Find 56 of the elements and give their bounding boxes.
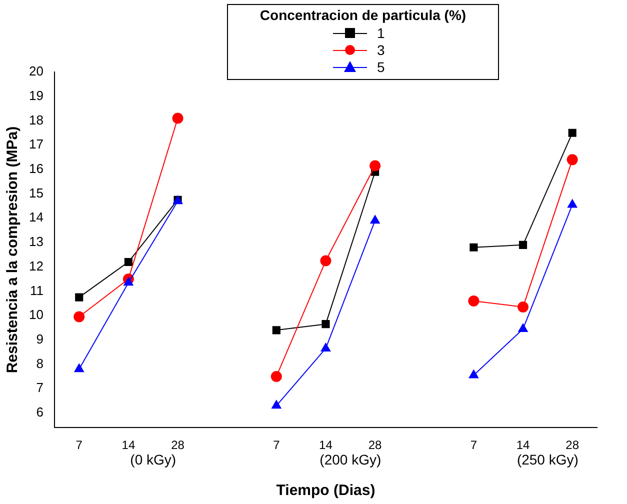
x-tick-label: 7 [273, 438, 280, 452]
point [320, 342, 331, 352]
point [370, 160, 381, 172]
point [270, 370, 282, 382]
point [568, 199, 578, 208]
y-tick-label: 19 [28, 88, 44, 103]
legend-label: 1 [377, 24, 385, 40]
x-tick-label: 28 [171, 438, 185, 452]
point [272, 326, 280, 334]
point [74, 311, 85, 322]
y-tick-label: 15 [28, 185, 44, 200]
legend-label: 3 [377, 42, 385, 58]
legend-title: Concentracion de particula (%) [258, 7, 468, 24]
legend-label: 5 [377, 58, 385, 74]
point [468, 295, 480, 306]
x-tick-label: 14 [516, 438, 530, 452]
x-tick-label: 14 [122, 438, 136, 452]
point [370, 215, 380, 224]
point [75, 293, 84, 302]
y-tick-label: 16 [28, 161, 44, 176]
point [518, 240, 528, 249]
text: (250 kGy) [516, 451, 578, 468]
y-tick-label: 14 [28, 210, 44, 225]
point [518, 302, 529, 313]
point [320, 255, 332, 266]
point [568, 128, 576, 137]
point [518, 323, 528, 332]
point [470, 243, 478, 252]
x-tick-label: 7 [76, 438, 83, 452]
point [172, 112, 184, 124]
point [566, 154, 578, 166]
y-tick-label: 9 [36, 331, 44, 346]
y-tick-label: 11 [30, 282, 44, 298]
point [124, 277, 134, 286]
point [272, 400, 282, 409]
point [322, 320, 330, 328]
y-tick-label: 12 [28, 258, 44, 274]
y-tick-label: 13 [28, 234, 44, 250]
x-tick-label: 14 [319, 438, 333, 452]
text: (200 kGy) [320, 451, 382, 468]
point [468, 370, 479, 378]
y-axis-title: Resistencia a la compresion (MPa) [4, 126, 22, 374]
y-tick-label: 18 [28, 112, 44, 128]
text: (0 kGy) [130, 451, 176, 468]
x-axis-title: Tiempo (Dias) [276, 482, 376, 500]
point [124, 258, 132, 266]
x-tick-label: 7 [470, 438, 478, 452]
point [74, 364, 84, 372]
y-tick-label: 10 [28, 307, 44, 322]
y-tick-label: 17 [28, 136, 44, 152]
x-tick-label: 28 [368, 438, 382, 452]
y-tick-label: 7 [36, 380, 44, 396]
y-tick-label: 20 [28, 64, 44, 79]
x-tick-label: 28 [566, 438, 580, 452]
y-tick-label: 8 [36, 356, 44, 371]
y-tick-label: 6 [36, 404, 44, 420]
